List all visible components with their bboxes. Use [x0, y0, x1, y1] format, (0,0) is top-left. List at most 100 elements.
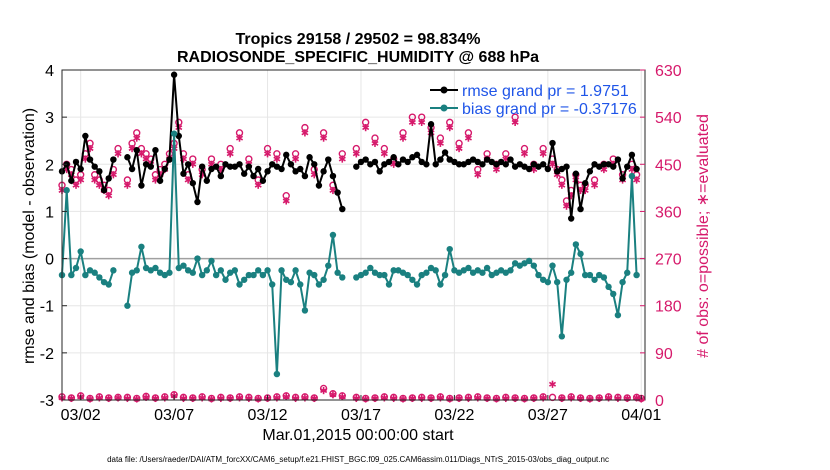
obs-evaluated-point	[72, 181, 80, 189]
bias-point	[105, 281, 112, 288]
rmse-point	[437, 156, 444, 163]
rmse-point	[320, 168, 327, 175]
legend: rmse grand pr = 1.9751 bias grand pr = -…	[430, 83, 637, 118]
bias-point	[563, 276, 570, 283]
bias-point	[325, 262, 332, 269]
bias-point	[446, 245, 453, 253]
bias-point	[553, 278, 561, 286]
obs-evaluated-point	[511, 118, 519, 126]
series-layer	[58, 71, 640, 378]
legend-bias-marker	[440, 104, 448, 112]
rmse-point	[353, 163, 360, 170]
bias-point	[311, 271, 318, 279]
rmse-point	[152, 146, 159, 154]
rmse-point	[96, 168, 103, 175]
bias-point	[465, 264, 472, 272]
bias-point	[329, 231, 337, 239]
bias-point	[124, 302, 131, 309]
rmse-point	[582, 179, 589, 187]
rmse-point	[432, 161, 439, 168]
y-tick-label-right: 180	[655, 299, 682, 316]
rmse-point	[147, 163, 154, 170]
rmse-point	[226, 163, 234, 170]
rmse-point	[427, 121, 435, 128]
bias-point	[250, 271, 257, 279]
rmse-point	[376, 168, 383, 175]
bias-point	[619, 278, 626, 286]
obs-evaluated-point	[329, 391, 337, 399]
bias-point	[628, 172, 636, 180]
chart-title: Tropics 29158 / 29502 = 98.834%	[235, 31, 480, 48]
obs-evaluated-point	[109, 171, 117, 179]
rmse-point	[539, 161, 547, 168]
rmse-point	[245, 163, 253, 170]
rmse-point	[502, 161, 509, 168]
rmse-point	[166, 156, 173, 163]
bias-point	[409, 276, 416, 283]
y-tick-label-right: 450	[655, 157, 682, 174]
bias-point	[292, 267, 299, 274]
bias-point	[152, 264, 159, 272]
obs-evaluated-point	[273, 155, 281, 163]
obs-evaluated-point	[114, 150, 122, 158]
bias-point	[240, 276, 248, 283]
grid-lines	[62, 69, 645, 401]
rmse-point	[105, 175, 112, 182]
obs-evaluated-point	[184, 176, 192, 184]
bias-point	[530, 262, 538, 269]
bias-point	[203, 267, 211, 274]
obs-evaluated-point	[91, 176, 99, 184]
rmse-point	[259, 177, 267, 184]
rmse-point	[86, 156, 94, 163]
y-axis-label-left: rmse and bias (model - observation)	[21, 108, 38, 364]
y-tick-label-left: 0	[45, 252, 54, 269]
rmse-point	[138, 182, 145, 189]
rmse-point	[311, 161, 318, 168]
bias-point	[525, 257, 533, 265]
bias-point	[437, 281, 444, 288]
y-axis-label-right: # of obs: o=possible; ∗=evaluated	[695, 114, 712, 358]
bias-point	[385, 281, 393, 288]
bias-point	[605, 283, 612, 291]
bias-point	[68, 271, 75, 279]
bias-point	[96, 274, 103, 281]
rmse-point	[404, 158, 411, 166]
x-tick-label: 03/12	[248, 407, 288, 424]
rmse-point	[170, 71, 178, 78]
bias-point	[287, 278, 295, 286]
rmse-point	[250, 172, 257, 180]
rmse-point	[600, 161, 608, 168]
obs-evaluated-point	[371, 139, 379, 147]
rmse-point	[194, 198, 201, 206]
rmse-point	[610, 163, 617, 170]
obs-evaluated-point	[446, 124, 454, 132]
rmse-point	[264, 168, 271, 175]
rmse-point	[614, 156, 622, 163]
obs-evaluated-point	[254, 181, 262, 189]
bias-point	[198, 271, 206, 279]
rmse-point	[577, 205, 584, 213]
bias-point	[586, 271, 594, 279]
obs-evaluated-point	[455, 144, 463, 153]
y-tick-label-left: -2	[40, 346, 54, 363]
rmse-point	[91, 163, 98, 170]
obs-evaluated-point	[520, 150, 529, 158]
bias-point	[441, 271, 449, 279]
bias-point	[423, 269, 430, 276]
chart-subtitle: RADIOSONDE_SPECIFIC_HUMIDITY @ 688 hPa	[177, 49, 539, 66]
obs-evaluated-point	[123, 181, 131, 189]
obs-evaluated-point	[352, 150, 360, 158]
bias-point	[549, 262, 556, 269]
x-tick-label: 04/01	[621, 407, 661, 424]
obs-evaluated-point	[633, 176, 641, 184]
obs-evaluated-point	[548, 160, 557, 168]
bias-point	[212, 271, 220, 279]
x-tick-label: 03/02	[61, 407, 101, 424]
bias-point	[194, 255, 201, 262]
obs-evaluated-point	[362, 124, 370, 132]
x-tick-label: 03/07	[154, 407, 194, 424]
bias-point	[259, 271, 267, 279]
bias-point	[582, 271, 589, 279]
obs-evaluated-point	[548, 380, 557, 388]
